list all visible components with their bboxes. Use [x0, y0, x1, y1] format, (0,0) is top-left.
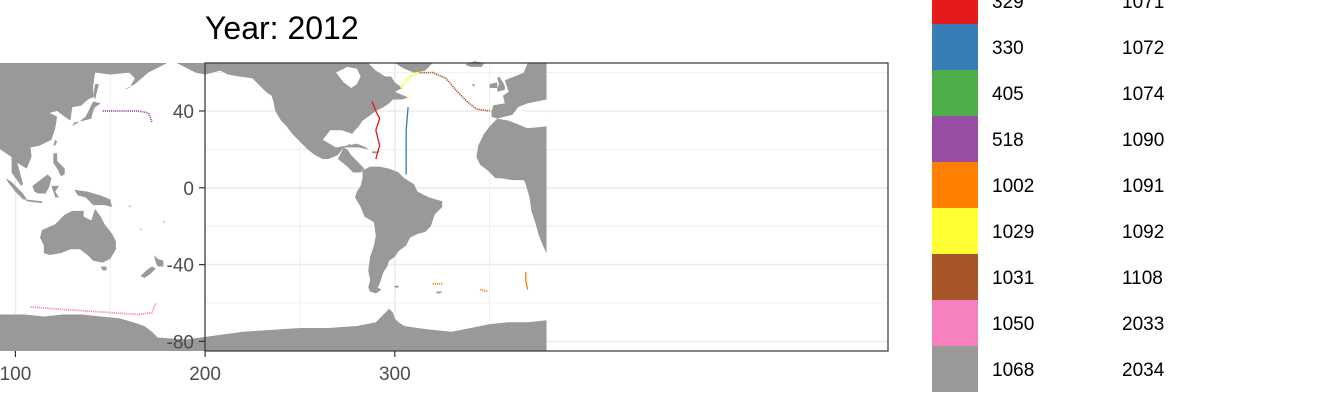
land-cuba — [347, 143, 369, 150]
sea-of-japan — [70, 97, 94, 121]
bay-of-bengal — [0, 149, 3, 161]
legend-label: 1068 — [992, 360, 1034, 381]
legend-key — [932, 300, 978, 346]
south-china-sea — [26, 145, 54, 177]
land-philippines — [53, 153, 65, 177]
land-australia — [40, 208, 116, 263]
land-tasmania — [100, 266, 107, 271]
inland-seas — [0, 66, 547, 177]
land-sumatra — [5, 178, 27, 200]
land-newguinea — [74, 189, 113, 207]
land-britain — [497, 76, 505, 92]
chart-title: Year: 2012 — [205, 10, 359, 46]
land-sulawesi — [51, 185, 60, 198]
x-tick-label: 200 — [189, 364, 221, 385]
legend-label: 1072 — [1122, 38, 1164, 59]
legend-label: 1002 — [992, 176, 1034, 197]
float-tracks — [30, 71, 529, 316]
land-south-georgia — [436, 291, 443, 294]
land-antarctica — [0, 308, 547, 352]
legend-key — [932, 0, 978, 24]
track-330 — [405, 107, 409, 175]
legend-key — [932, 116, 978, 162]
legend-label: 1091 — [1122, 176, 1164, 197]
x-tick-label: 300 — [379, 364, 411, 385]
track-329 — [371, 101, 381, 160]
land-sakhalin — [93, 84, 99, 100]
legend-label: 330 — [992, 38, 1024, 59]
y-tick-label: 0 — [183, 179, 194, 200]
legend-label: 1031 — [992, 268, 1034, 289]
legend-label: 1090 — [1122, 130, 1164, 151]
land-newzealand-n — [153, 255, 164, 267]
land-java — [24, 199, 42, 204]
land-europe-west — [491, 63, 547, 119]
legend-label: 1029 — [992, 222, 1034, 243]
legend-label: 2034 — [1122, 360, 1165, 381]
legend-label: 518 — [992, 130, 1024, 151]
legend-key — [932, 70, 978, 116]
legend-key — [932, 208, 978, 254]
track-405 — [472, 83, 475, 87]
legend-key — [932, 162, 978, 208]
legend-label: 1071 — [1122, 0, 1164, 13]
legend-key — [932, 254, 978, 300]
track-1002b — [479, 288, 488, 293]
land-pacific-islands — [129, 205, 166, 231]
land-greenland — [394, 63, 433, 73]
legend-label: 2033 — [1122, 314, 1164, 335]
legend-key — [932, 24, 978, 70]
legend-label: 405 — [992, 84, 1024, 105]
y-tick-label: 40 — [173, 102, 194, 123]
gulf-of-mexico — [322, 130, 354, 148]
hudson-bay — [335, 66, 361, 88]
land-japan — [72, 101, 101, 127]
land-ireland — [489, 82, 498, 88]
land-masses — [0, 61, 547, 352]
panel-border — [204, 62, 889, 352]
track-1002c — [525, 272, 529, 290]
land-eurasia — [0, 62, 168, 186]
y-tick-label: -80 — [167, 332, 194, 353]
x-tick-label: 100 — [0, 364, 31, 385]
legend-label: 1074 — [1122, 84, 1165, 105]
land-taiwan — [53, 139, 58, 146]
land-newzealand-s — [140, 266, 156, 279]
track-1029 — [399, 71, 420, 89]
land-falklands — [394, 285, 399, 288]
legend-key — [932, 346, 978, 392]
track-1031 — [419, 71, 490, 112]
y-tick-label: -40 — [167, 256, 194, 277]
land-africa-west — [476, 118, 547, 254]
legend: 329 330 405 518 1002 1029 1031 1050 1068 1071 1072… — [932, 0, 1165, 392]
land-south-america — [354, 166, 443, 294]
mediterranean — [497, 109, 547, 129]
legend-label: 1092 — [1122, 222, 1164, 243]
track-518 — [102, 110, 153, 123]
legend-label: 1050 — [992, 314, 1034, 335]
land-borneo — [32, 174, 52, 194]
track-1050 — [30, 302, 157, 316]
legend-label: 1108 — [1122, 268, 1163, 289]
legend-label: 329 — [992, 0, 1024, 13]
